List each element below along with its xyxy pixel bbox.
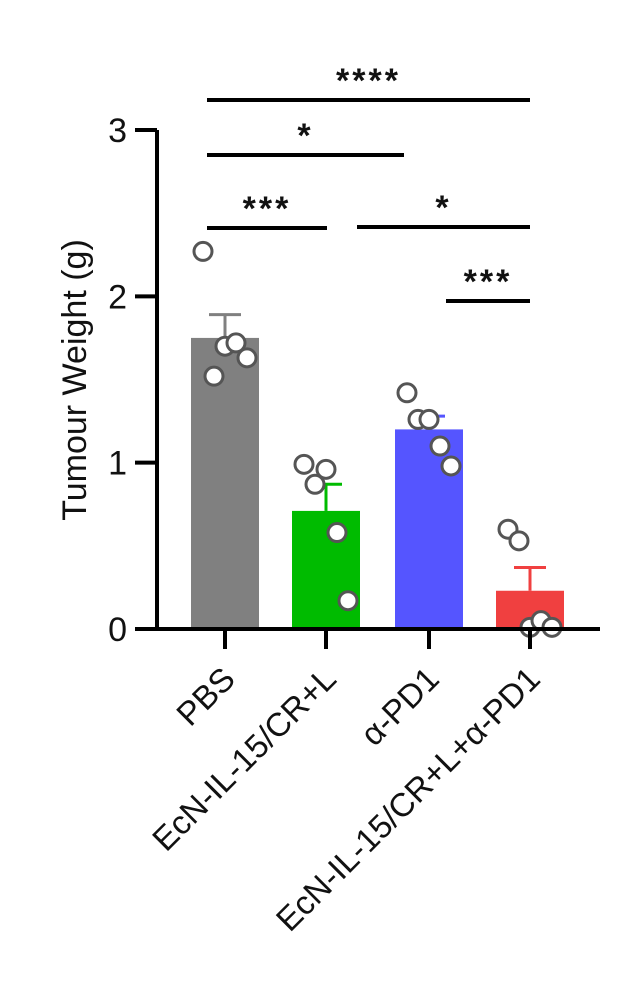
data-point-1-2 [315, 458, 337, 480]
data-point-2-3 [429, 435, 451, 457]
x-tick-label-0: PBS [169, 660, 242, 733]
bars-group [191, 337, 564, 629]
y-tick-label-3: 3 [108, 112, 127, 150]
data-point-1-0 [293, 453, 315, 475]
axes-group [155, 130, 600, 631]
significance-label-3: * [435, 189, 451, 227]
bar-0 [191, 337, 259, 629]
y-tick-label-2: 2 [108, 278, 127, 316]
points-group [192, 240, 563, 638]
significance-label-4: *** [464, 263, 513, 301]
error-bars-group [209, 313, 546, 591]
significance-label-0: **** [336, 62, 401, 100]
data-point-2-2 [418, 408, 440, 430]
data-point-2-0 [396, 382, 418, 404]
significance-group: ******** **** [207, 62, 530, 303]
data-point-0-4 [236, 347, 258, 369]
y-ticks-group: 0 1 2 3 [108, 112, 157, 649]
y-tick-label-1: 1 [108, 445, 127, 483]
data-point-2-4 [440, 455, 462, 477]
data-point-1-4 [337, 590, 359, 612]
data-point-1-3 [326, 522, 348, 544]
data-point-0-3 [225, 332, 247, 354]
y-tick-label-0: 0 [108, 611, 127, 649]
bar-1 [292, 510, 360, 629]
significance-label-1: * [297, 117, 313, 155]
x-tick-label-1: EcN-IL-15/CR+L [145, 660, 343, 858]
significance-label-2: *** [243, 190, 292, 228]
data-point-1-1 [304, 473, 326, 495]
data-point-3-1 [508, 530, 530, 552]
data-point-0-0 [192, 240, 214, 262]
x-tick-label-2: α-PD1 [353, 660, 446, 753]
data-point-0-1 [203, 365, 225, 387]
y-axis-label: Tumour Weight (g) [56, 239, 94, 521]
